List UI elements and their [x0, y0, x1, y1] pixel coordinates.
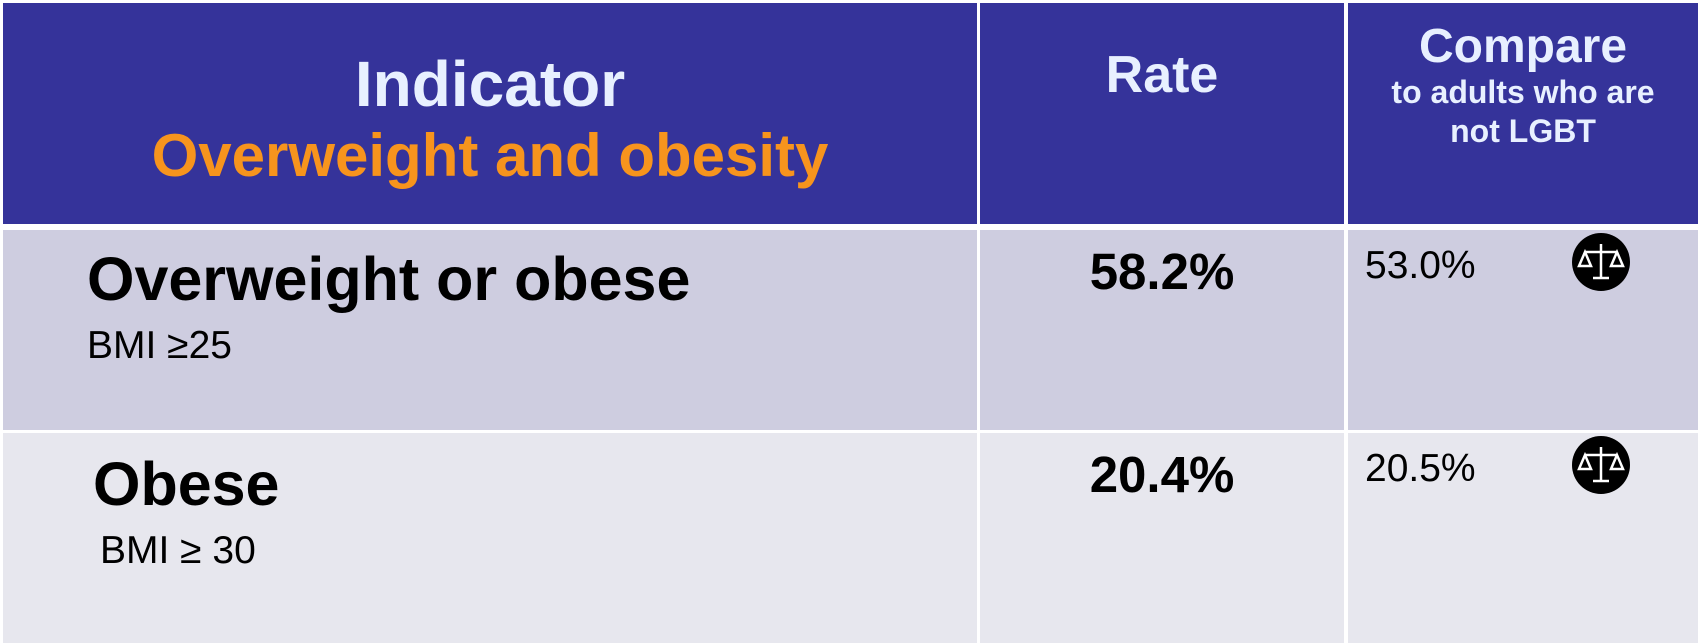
header-compare: Compare: [1418, 20, 1628, 73]
row-label: Obese: [93, 450, 280, 518]
header-indicator: Indicator: [354, 48, 626, 120]
scales-icon: [1572, 436, 1630, 494]
row-2-compare-cell: 20.5%: [1348, 433, 1698, 643]
header-rate-cell: Rate: [980, 3, 1344, 224]
header-compare-cell: Compare to adults who are not LGBT: [1348, 3, 1698, 224]
header-compare-subtitle: to adults who are not LGBT: [1391, 74, 1655, 149]
row-1-rate-cell: 58.2%: [980, 230, 1344, 430]
row-sublabel: BMI ≥25: [87, 324, 232, 367]
row-rate: 58.2%: [1089, 243, 1235, 300]
row-1-indicator-cell: Overweight or obese BMI ≥25: [3, 230, 977, 430]
row-rate: 20.4%: [1089, 446, 1235, 503]
header-rate: Rate: [1105, 46, 1219, 104]
header-indicator-cell: Indicator Overweight and obesity: [3, 3, 977, 224]
scales-icon: [1572, 233, 1630, 291]
row-compare: 20.5%: [1365, 447, 1476, 490]
row-label: Overweight or obese: [87, 245, 691, 313]
row-2-indicator-cell: Obese BMI ≥ 30: [3, 433, 977, 643]
header-indicator-subtitle: Overweight and obesity: [151, 122, 829, 189]
row-compare: 53.0%: [1365, 244, 1476, 287]
row-2-rate-cell: 20.4%: [980, 433, 1344, 643]
row-sublabel: BMI ≥ 30: [100, 529, 256, 572]
row-1-compare-cell: 53.0%: [1348, 230, 1698, 430]
